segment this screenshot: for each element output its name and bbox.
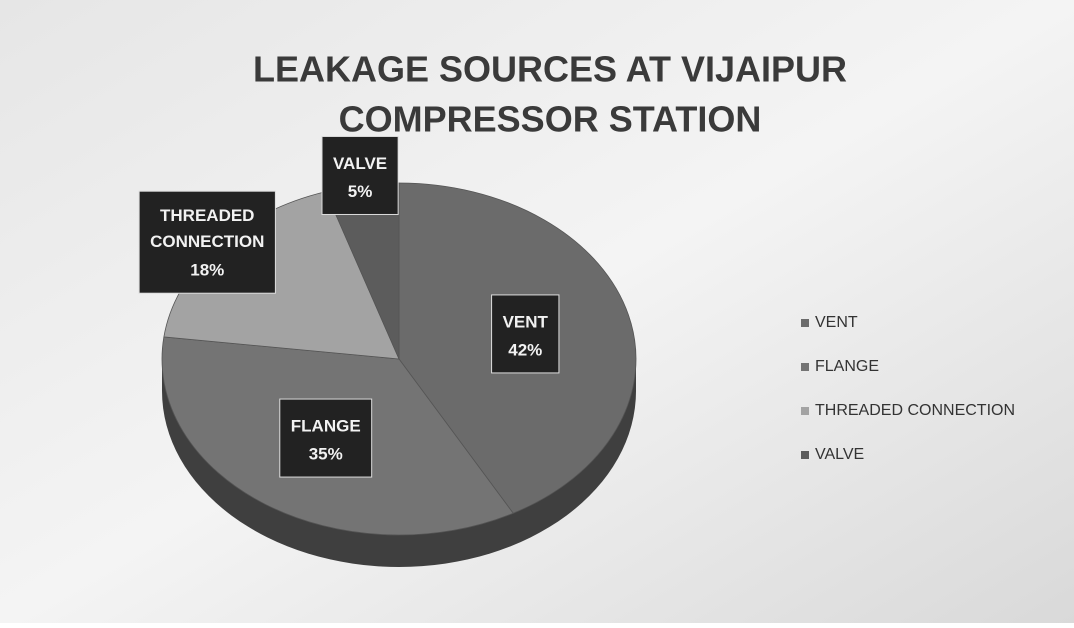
chart-title: LEAKAGE SOURCES AT VIJAIPUR xyxy=(253,49,847,90)
data-label: VENT 42% xyxy=(491,294,560,374)
legend-swatch xyxy=(801,319,809,327)
legend-label: VENT xyxy=(815,314,858,331)
label-box xyxy=(279,398,373,478)
label-value: 5% xyxy=(348,182,373,201)
legend-swatch xyxy=(801,407,809,415)
legend-swatch xyxy=(801,451,809,459)
label-value: 42% xyxy=(508,340,542,359)
label-value: 35% xyxy=(309,445,343,464)
legend-label: FLANGE xyxy=(815,358,879,375)
label-box xyxy=(491,294,560,374)
label-category: VALVE xyxy=(333,154,387,173)
label-category: THREADED CONNECTION xyxy=(150,207,264,252)
label-line: THREADED xyxy=(160,207,254,226)
data-label: FLANGE 35% xyxy=(279,398,373,478)
label-category: FLANGE xyxy=(291,417,361,436)
legend-label: THREADED CONNECTION xyxy=(815,402,1015,419)
data-label: VALVE 5% xyxy=(321,135,399,215)
data-label: THREADED CONNECTION 18% xyxy=(138,190,276,294)
label-value: 18% xyxy=(190,261,224,280)
label-box xyxy=(138,190,276,294)
label-box xyxy=(321,135,399,215)
chart-title: COMPRESSOR STATION xyxy=(339,99,762,140)
legend-label: VALVE xyxy=(815,446,864,463)
label-category: VENT xyxy=(503,312,549,331)
legend-swatch xyxy=(801,363,809,371)
label-line: CONNECTION xyxy=(150,233,264,252)
